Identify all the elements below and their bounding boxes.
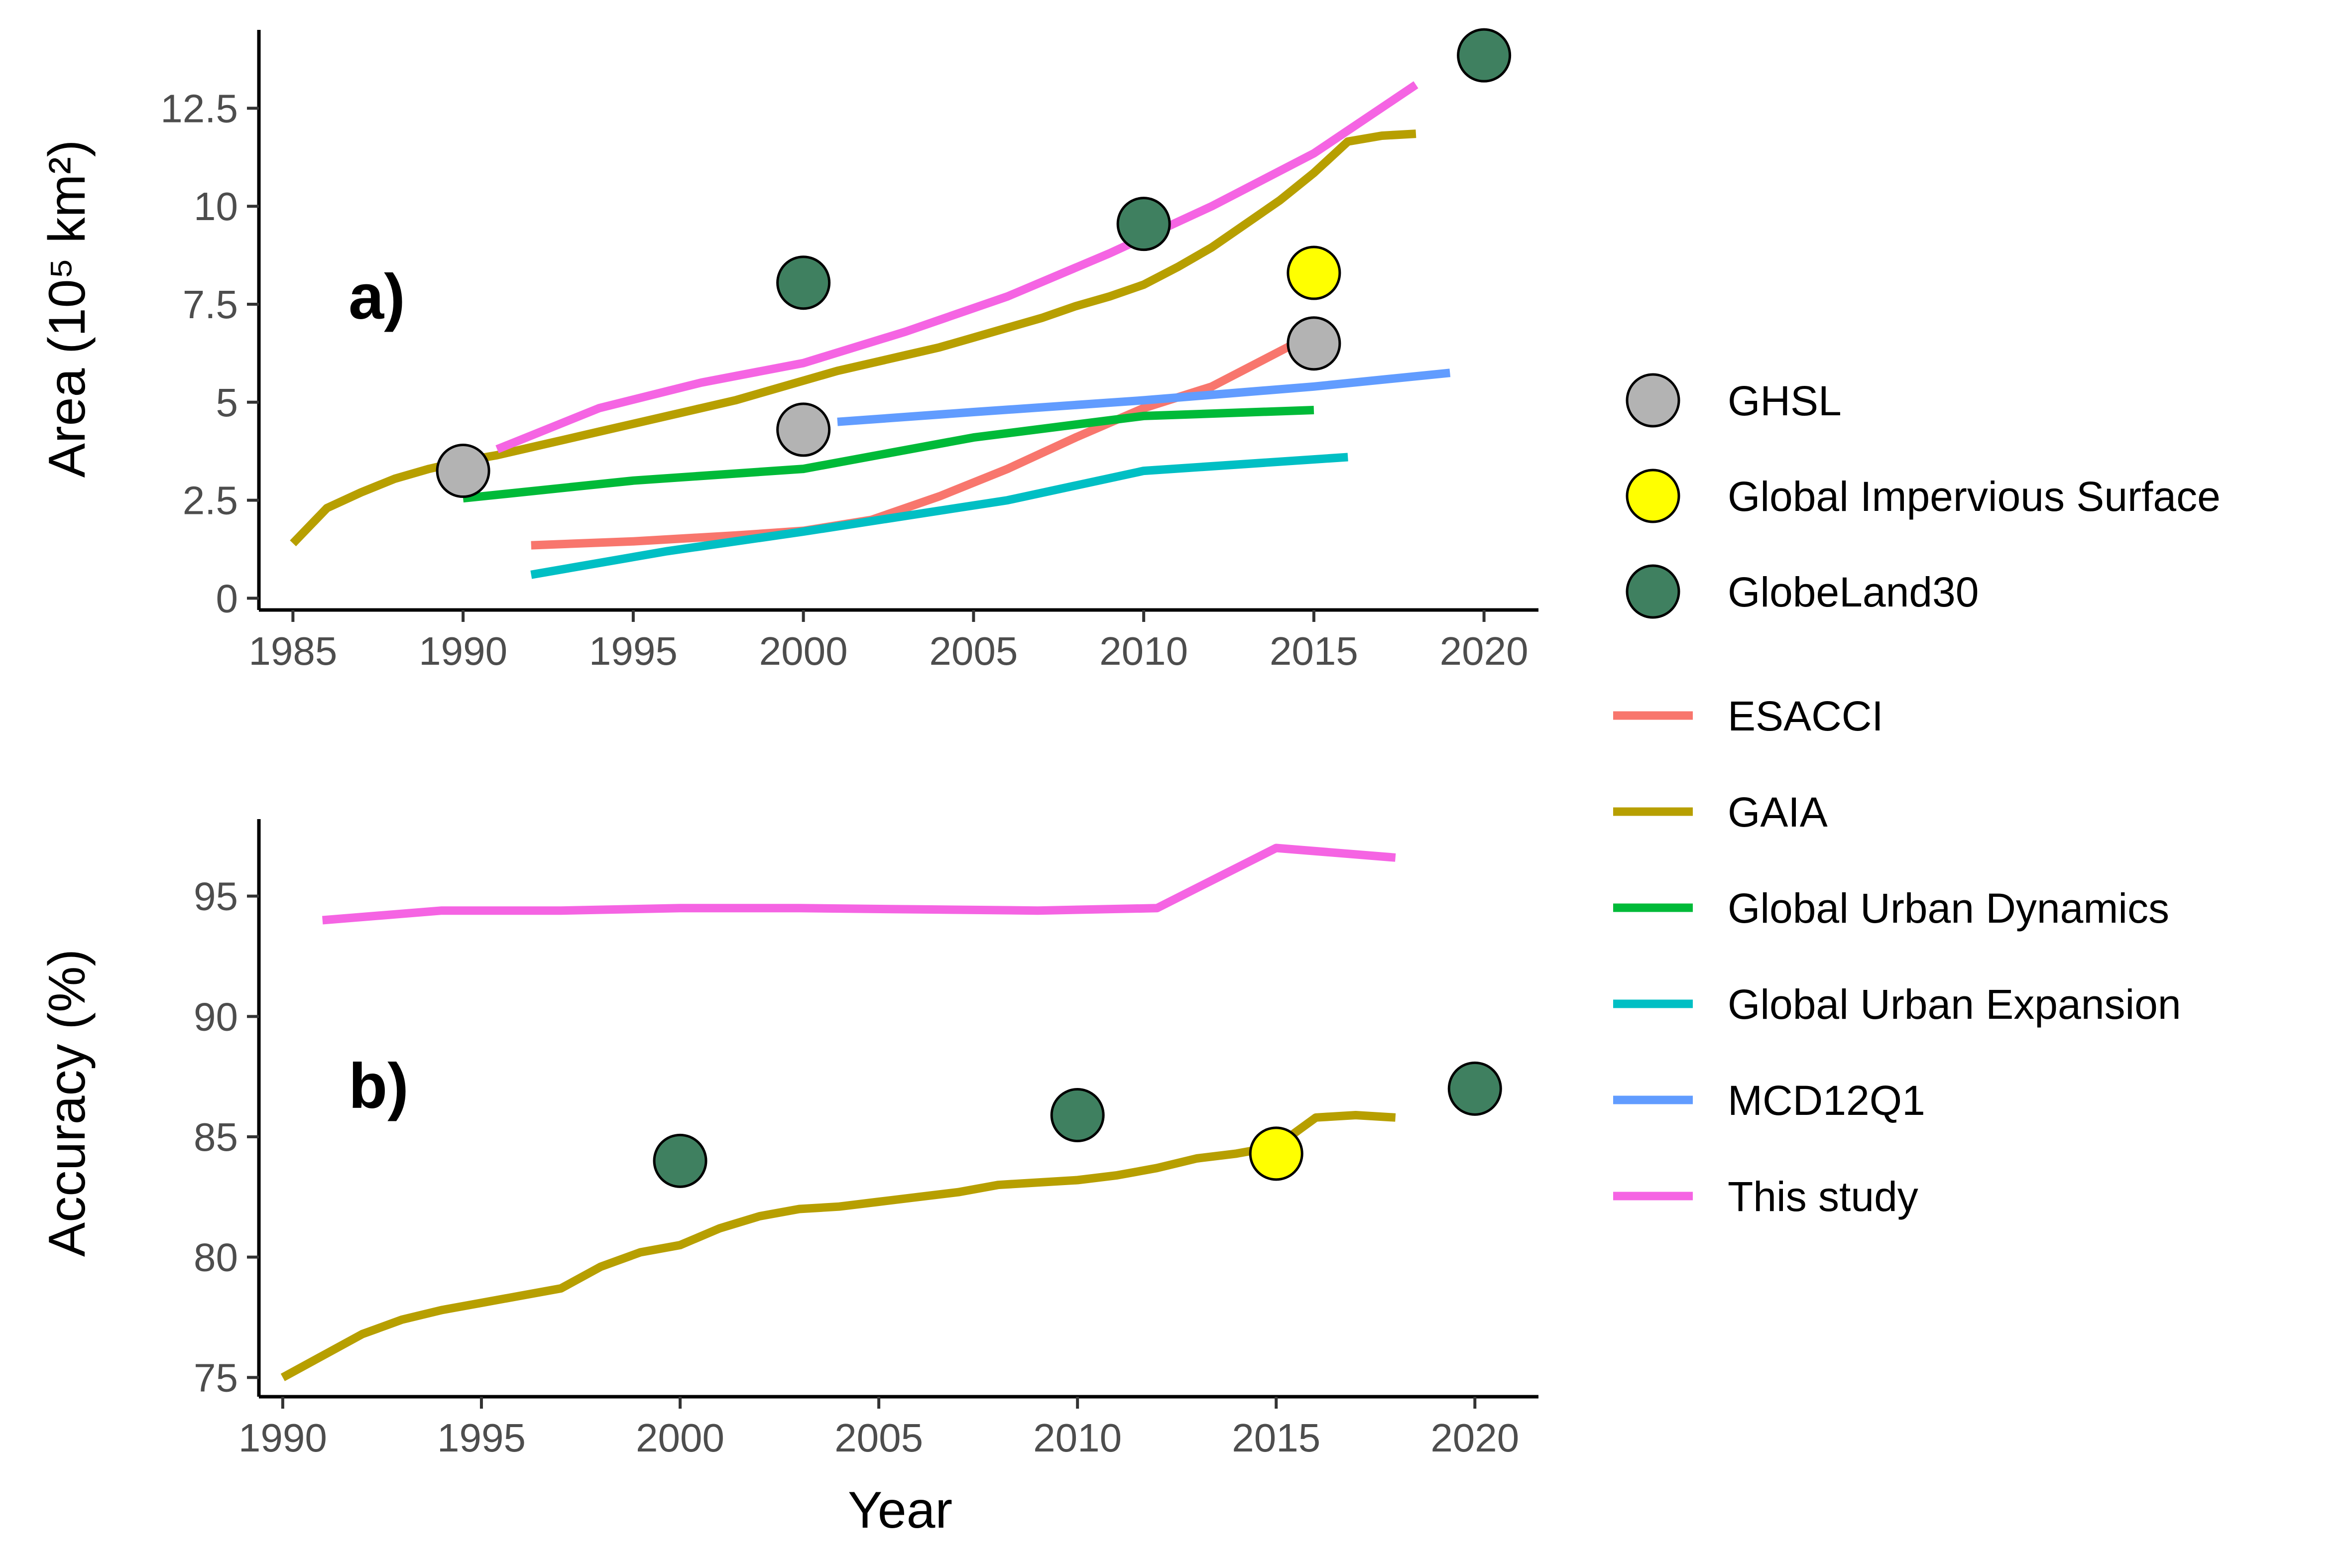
panel-a-y-tick-label: 5 xyxy=(216,380,238,425)
panel-a-x-tick-label: 2000 xyxy=(759,629,848,673)
legend-label-global-impervious-surface: Global Impervious Surface xyxy=(1728,473,2221,520)
panel-a-y-axis-title: Area (10⁵ km²) xyxy=(38,140,96,478)
panel-a-x-tick-label: 2015 xyxy=(1270,629,1358,673)
panel-a-y-tick-label: 2.5 xyxy=(183,479,238,523)
panel-b-x-tick-label: 2015 xyxy=(1232,1416,1320,1460)
panel-b-y-axis: 75 80 85 90 95 xyxy=(194,819,261,1400)
legend-label-ghsl: GHSL xyxy=(1728,377,1842,424)
panel-b-label: b) xyxy=(349,1051,409,1122)
panel-a-point-globeland30 xyxy=(1116,197,1171,251)
panel-b-x-tick-label: 2005 xyxy=(834,1416,923,1460)
panel-a-point-ghsl xyxy=(1287,316,1341,371)
panel-b: 1990 1995 2000 2005 2010 2015 2020 7580859095 … xyxy=(38,819,1538,1539)
panel-a-x-tick-label: 2020 xyxy=(1440,629,1529,673)
panel-b-x-tick-label: 1995 xyxy=(437,1416,526,1460)
legend-label-gaia: GAIA xyxy=(1728,789,1828,836)
panel-b-x-axis-title: Year xyxy=(848,1481,952,1539)
legend-label-esacci: ESACCI xyxy=(1728,693,1883,739)
panel-b-y-axis-title: Accuracy (%) xyxy=(38,949,96,1257)
legend-key-ghsl xyxy=(1626,373,1680,428)
panel-b-x-tick-label: 2000 xyxy=(636,1416,724,1460)
panel-a-series-global-urban-dynamics xyxy=(463,406,1314,503)
panel-b-point-globeland30 xyxy=(653,1133,707,1188)
panel-b-points-layer xyxy=(653,1061,1502,1188)
legend-label-global-urban-expansion: Global Urban Expansion xyxy=(1728,981,2181,1028)
legend-key-globeland30 xyxy=(1626,564,1680,619)
panel-b-x-tick-label: 2020 xyxy=(1430,1416,1519,1460)
panel-a-point-ghsl xyxy=(436,444,490,498)
panel-a-y-tick-label: 12.5 xyxy=(160,86,238,130)
panel-a-y-tick-label: 0 xyxy=(216,576,238,620)
panel-a-points-layer xyxy=(436,28,1512,498)
legend-label-global-urban-dynamics: Global Urban Dynamics xyxy=(1728,885,2169,932)
panel-a-x-tick-label: 1990 xyxy=(419,629,507,673)
panel-a-x-tick-label: 2010 xyxy=(1099,629,1188,673)
panel-a-series-layer xyxy=(290,81,1451,579)
panel-b-y-tick-label: 85 xyxy=(194,1115,238,1159)
panel-a-series-mcd12q1 xyxy=(837,368,1451,426)
panel-a-x-axis: 1985 1990 1995 2000 2005 2010 2015 2020 xyxy=(248,608,1538,673)
panel-b-point-globeland30 xyxy=(1050,1088,1105,1142)
panel-a-x-tick-label: 1985 xyxy=(248,629,337,673)
panel-b-x-axis: 1990 1995 2000 2005 2010 2015 2020 xyxy=(238,1395,1538,1460)
panel-b-x-tick-label: 2010 xyxy=(1033,1416,1122,1460)
legend-points: GHSL Global Impervious Surface GlobeLand30 xyxy=(1626,373,2221,619)
panel-a-y-tick-label: 10 xyxy=(194,184,238,229)
panel-b-y-tick-label: 90 xyxy=(194,994,238,1039)
panel-a: 1985 1990 1995 2000 2005 2010 2015 2020 0 2.5 5 7.… xyxy=(38,28,1538,673)
panel-a-series-esacci xyxy=(531,330,1316,550)
panel-a-point-ghsl xyxy=(776,402,831,457)
panel-b-series-this-study xyxy=(322,844,1396,925)
panel-a-label: a) xyxy=(349,261,405,333)
panel-b-y-tick-label: 95 xyxy=(194,874,238,919)
panel-a-point-globeland30 xyxy=(1457,28,1512,83)
panel-a-series-global-urban-expansion xyxy=(530,453,1348,579)
legend: GHSL Global Impervious Surface GlobeLand30… xyxy=(1613,373,2221,1220)
legend-label-globeland30: GlobeLand30 xyxy=(1728,569,1979,615)
panel-a-y-tick-label: 7.5 xyxy=(183,282,238,327)
panel-b-point-globeland30 xyxy=(1447,1061,1502,1116)
panel-b-series-layer xyxy=(280,844,1396,1381)
panel-a-point-global-impervious-surface xyxy=(1287,245,1341,300)
legend-lines: ESACCI GAIA Global Urban Dynamics Global Ur… xyxy=(1613,693,2181,1220)
legend-key-global-impervious-surface xyxy=(1626,469,1680,523)
panel-a-x-tick-label: 2005 xyxy=(929,629,1018,673)
panel-a-x-tick-label: 1995 xyxy=(589,629,678,673)
panel-a-series-this-study xyxy=(495,81,1418,454)
panel-b-x-tick-label: 1990 xyxy=(238,1416,327,1460)
panel-b-point-global-impervious-surface xyxy=(1249,1126,1303,1181)
legend-label-this-study: This study xyxy=(1728,1173,1918,1220)
panel-a-y-axis: 0 2.5 5 7.5 10 12.5 xyxy=(160,30,261,620)
panel-a-point-globeland30 xyxy=(776,255,831,310)
panel-b-y-tick-label: 75 xyxy=(194,1355,238,1400)
panel-b-y-tick-label: 80 xyxy=(194,1235,238,1280)
legend-label-mcd12q1: MCD12Q1 xyxy=(1728,1077,1925,1124)
panel-b-series-gaia xyxy=(280,1111,1396,1381)
